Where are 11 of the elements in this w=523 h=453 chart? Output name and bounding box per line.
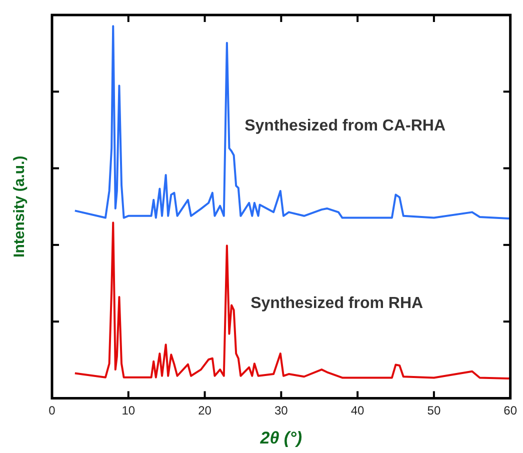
series-label: Synthesized from CA-RHA (244, 118, 446, 135)
x-tick-label: 10 (122, 404, 136, 418)
x-tick-label: 40 (350, 404, 365, 418)
x-tick-label: 50 (427, 404, 441, 418)
x-tick-label: 0 (48, 404, 56, 418)
series-label: Synthesized from RHA (250, 295, 424, 312)
y-axis-title: Intensity (a.u.) (11, 156, 28, 258)
x-tick-label: 60 (504, 404, 518, 418)
x-axis-title: 2θ (°) (259, 428, 302, 448)
x-tick-label: 20 (198, 404, 212, 418)
x-tick-label: 30 (274, 404, 288, 418)
